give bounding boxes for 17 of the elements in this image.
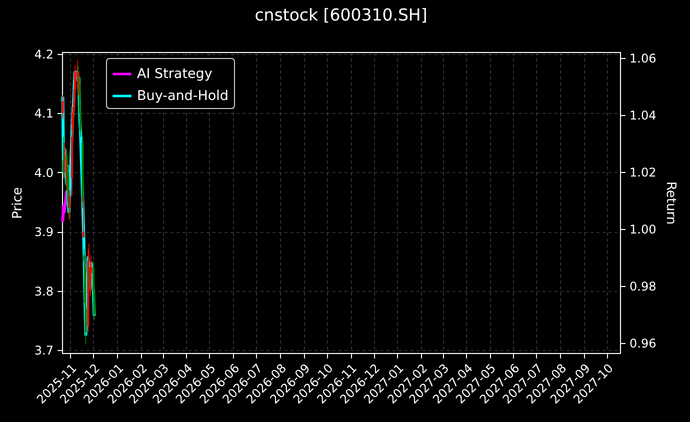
y-tick-label: 3.8 [34,284,54,298]
legend-label: AI Strategy [137,66,212,82]
y-tick-label: 3.9 [34,225,54,240]
y-tick-label: 4.1 [34,106,54,121]
y-tick-label: 4.0 [34,166,54,180]
y2-axis-title: Return [663,181,678,225]
y2-tick-label: 1.04 [630,108,656,122]
y2-tick-label: 1.06 [630,51,656,66]
y2-tick-label: 1.02 [630,166,656,180]
y-axis-title: Price [10,187,26,219]
y2-tick-label: 0.98 [630,280,656,294]
y2-tick-label: 0.96 [630,336,656,351]
y-tick-label: 3.7 [34,344,54,358]
legend-label: Buy-and-Hold [137,88,228,104]
y2-tick-label: 1.00 [630,222,656,237]
chart-title: cnstock [600310.SH] [254,5,428,24]
y-tick-label: 4.2 [34,47,54,62]
